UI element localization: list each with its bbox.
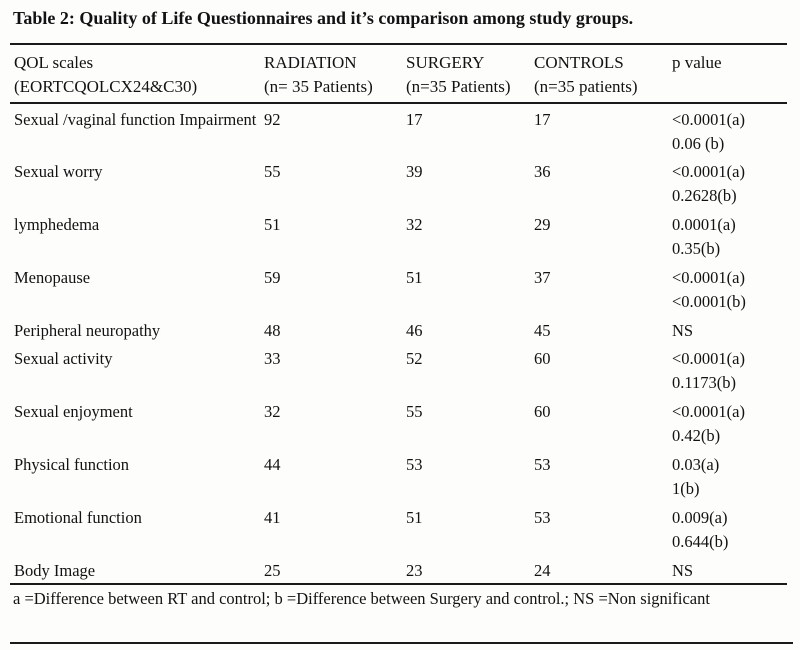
cell-p-value: 0.009(a) 0.644(b) bbox=[672, 502, 787, 555]
p-value-line-a: <0.0001(a) bbox=[672, 268, 745, 287]
cell-surgery: 46 bbox=[406, 321, 423, 340]
cell-p-value: <0.0001(a) 0.2628(b) bbox=[672, 156, 787, 209]
header-line-2: (EORTCQOLCX24&C30) bbox=[14, 77, 198, 96]
p-value-line-a: <0.0001(a) bbox=[672, 110, 745, 129]
cell-controls: 29 bbox=[534, 215, 551, 234]
column-header-controls: CONTROLS (n=35 patients) bbox=[534, 44, 672, 104]
table-row: Physical function 44 53 53 0.03(a) 1(b) bbox=[10, 449, 787, 502]
p-value-line-b: 0.644(b) bbox=[672, 532, 729, 551]
cell-radiation: 48 bbox=[264, 321, 281, 340]
cell-radiation: 44 bbox=[264, 455, 281, 474]
cell-p-value: <0.0001(a) 0.06 (b) bbox=[672, 103, 787, 156]
cell-radiation: 33 bbox=[264, 349, 281, 368]
table-row: Sexual enjoyment 32 55 60 <0.0001(a) 0.4… bbox=[10, 396, 787, 449]
cell-surgery: 51 bbox=[406, 268, 423, 287]
p-value-line-a: 0.0001(a) bbox=[672, 215, 736, 234]
cell-surgery: 52 bbox=[406, 349, 423, 368]
cell-qol-scale: Physical function bbox=[14, 455, 130, 474]
cell-controls: 24 bbox=[534, 555, 672, 585]
cell-qol-scale: lymphedema bbox=[14, 215, 100, 234]
cell-radiation: 51 bbox=[264, 215, 281, 234]
cell-controls: 60 bbox=[534, 402, 551, 421]
table-body: Sexual /vaginal function Impairment 92 1… bbox=[10, 103, 787, 585]
table-row: Body Image 25 23 24 NS bbox=[10, 555, 787, 585]
cell-p-value: <0.0001(a) <0.0001(b) bbox=[672, 262, 787, 315]
p-value-line-a: 0.009(a) bbox=[672, 508, 728, 527]
table-row: Sexual /vaginal function Impairment 92 1… bbox=[10, 103, 787, 156]
cell-qol-scale: Menopause bbox=[14, 268, 91, 287]
p-value-line-a: NS bbox=[672, 321, 694, 340]
cell-controls: 60 bbox=[534, 349, 551, 368]
cell-controls: 36 bbox=[534, 162, 551, 181]
header-line-2: (n=35 Patients) bbox=[406, 77, 511, 96]
p-value-line-b: 0.1173(b) bbox=[672, 373, 737, 392]
p-value-line-b: 1(b) bbox=[672, 479, 700, 498]
cell-p-value: <0.0001(a) 0.1173(b) bbox=[672, 343, 787, 396]
p-value-line-b: <0.0001(b) bbox=[672, 292, 746, 311]
header-line-1: QOL scales bbox=[14, 53, 94, 72]
cell-qol-scale: Sexual enjoyment bbox=[14, 402, 133, 421]
table-header: QOL scales (EORTCQOLCX24&C30) RADIATION … bbox=[10, 44, 787, 104]
table-row: Menopause 59 51 37 <0.0001(a) <0.0001(b) bbox=[10, 262, 787, 315]
table-row: Peripheral neuropathy 48 46 45 NS bbox=[10, 315, 787, 343]
cell-p-value: NS bbox=[672, 315, 787, 343]
header-line-2: (n= 35 Patients) bbox=[264, 77, 373, 96]
p-value-line-a: NS bbox=[672, 561, 694, 580]
table-row: Emotional function 41 51 53 0.009(a) 0.6… bbox=[10, 502, 787, 555]
p-value-line-a: <0.0001(a) bbox=[672, 349, 745, 368]
cell-controls: 45 bbox=[534, 321, 551, 340]
table-row: Sexual worry 55 39 36 <0.0001(a) 0.2628(… bbox=[10, 156, 787, 209]
column-header-qol-scales: QOL scales (EORTCQOLCX24&C30) bbox=[10, 44, 264, 104]
cell-qol-scale: Sexual /vaginal function Impairment bbox=[14, 110, 257, 129]
cell-p-value: 0.03(a) 1(b) bbox=[672, 449, 787, 502]
header-line-1: CONTROLS bbox=[534, 53, 624, 72]
cell-qol-scale: Emotional function bbox=[14, 508, 142, 527]
cell-qol-scale: Sexual worry bbox=[14, 162, 103, 181]
cell-surgery: 51 bbox=[406, 508, 423, 527]
cell-surgery: 23 bbox=[406, 555, 534, 585]
cell-controls: 17 bbox=[534, 110, 551, 129]
p-value-line-a: 0.03(a) bbox=[672, 455, 720, 474]
cell-surgery: 32 bbox=[406, 215, 423, 234]
cell-qol-scale: Sexual activity bbox=[14, 349, 113, 368]
p-value-line-b: 0.35(b) bbox=[672, 239, 721, 258]
table-row: lymphedema 51 32 29 0.0001(a) 0.35(b) bbox=[10, 209, 787, 262]
table-row: Sexual activity 33 52 60 <0.0001(a) 0.11… bbox=[10, 343, 787, 396]
header-line-2: (n=35 patients) bbox=[534, 77, 638, 96]
cell-radiation: 55 bbox=[264, 162, 281, 181]
cell-surgery: 53 bbox=[406, 455, 423, 474]
cell-controls: 37 bbox=[534, 268, 551, 287]
p-value-line-b: 0.06 (b) bbox=[672, 134, 725, 153]
p-value-line-a: <0.0001(a) bbox=[672, 162, 745, 181]
cell-qol-scale: Peripheral neuropathy bbox=[14, 321, 161, 340]
cell-p-value: <0.0001(a) 0.42(b) bbox=[672, 396, 787, 449]
table-title: Table 2: Quality of Life Questionnaires … bbox=[13, 8, 634, 28]
cell-radiation: 32 bbox=[264, 402, 281, 421]
header-line-1: SURGERY bbox=[406, 53, 485, 72]
header-line-1: RADIATION bbox=[264, 53, 357, 72]
bottom-horizontal-rule bbox=[10, 642, 793, 644]
header-line-1: p value bbox=[672, 53, 722, 72]
cell-p-value: 0.0001(a) 0.35(b) bbox=[672, 209, 787, 262]
header-row: QOL scales (EORTCQOLCX24&C30) RADIATION … bbox=[10, 44, 787, 104]
column-header-p-value: p value bbox=[672, 44, 787, 104]
cell-radiation: 92 bbox=[264, 110, 281, 129]
column-header-radiation: RADIATION (n= 35 Patients) bbox=[264, 44, 406, 104]
cell-surgery: 39 bbox=[406, 162, 423, 181]
cell-controls: 53 bbox=[534, 508, 551, 527]
cell-radiation: 41 bbox=[264, 508, 281, 527]
table-footnote: a =Difference between RT and control; b … bbox=[13, 589, 710, 608]
cell-surgery: 55 bbox=[406, 402, 423, 421]
cell-qol-scale: Body Image bbox=[10, 555, 264, 585]
cell-radiation: 25 bbox=[264, 555, 406, 585]
cell-radiation: 59 bbox=[264, 268, 281, 287]
cell-controls: 53 bbox=[534, 455, 551, 474]
qol-comparison-table: QOL scales (EORTCQOLCX24&C30) RADIATION … bbox=[10, 43, 787, 585]
p-value-line-b: 0.42(b) bbox=[672, 426, 721, 445]
cell-p-value: NS bbox=[672, 555, 787, 585]
column-header-surgery: SURGERY (n=35 Patients) bbox=[406, 44, 534, 104]
cell-surgery: 17 bbox=[406, 110, 423, 129]
p-value-line-a: <0.0001(a) bbox=[672, 402, 745, 421]
p-value-line-b: 0.2628(b) bbox=[672, 186, 737, 205]
